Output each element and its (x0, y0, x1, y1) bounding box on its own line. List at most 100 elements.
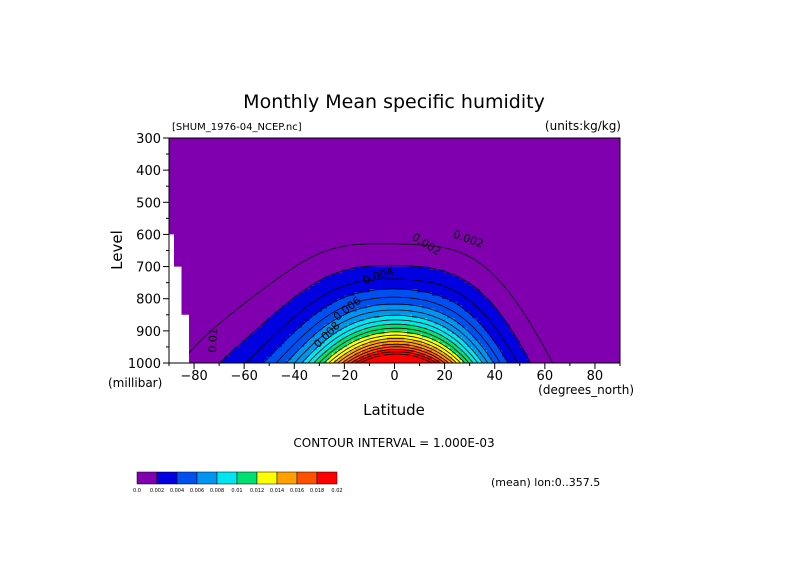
contour-band-cell (256, 202, 260, 207)
contour-band-cell (266, 205, 270, 210)
contour-band-cell (301, 279, 305, 284)
contour-band-cell (294, 166, 298, 171)
contour-band-cell (291, 228, 295, 232)
contour-band-cell (221, 308, 225, 313)
contour-band-cell (331, 160, 335, 165)
contour-band-cell (181, 150, 185, 155)
contour-band-cell (206, 343, 210, 348)
contour-band-cell (174, 170, 178, 174)
contour-band-cell (304, 176, 308, 181)
contour-band-cell (284, 337, 288, 342)
contour-band-cell (346, 138, 350, 142)
contour-band-cell (241, 141, 245, 146)
contour-band-cell (236, 176, 240, 181)
contour-band-cell (221, 195, 225, 200)
contour-band-cell (271, 147, 275, 152)
contour-band-cell (209, 318, 213, 322)
contour-band-cell (251, 356, 255, 361)
contour-band-cell (306, 292, 310, 297)
contour-band-cell (306, 327, 310, 332)
contour-band-cell (256, 228, 260, 232)
contour-band-cell (331, 337, 335, 342)
contour-band-cell (339, 138, 343, 142)
contour-band-cell (211, 263, 215, 268)
contour-band-cell (279, 337, 283, 342)
contour-band-cell (341, 327, 345, 332)
contour-band-cell (241, 247, 245, 252)
contour-band-cell (301, 202, 305, 207)
contour-band-cell (261, 340, 265, 345)
contour-band-cell (221, 192, 225, 197)
contour-band-cell (311, 350, 315, 354)
contour-band-cell (334, 186, 338, 191)
contour-band-cell (336, 282, 340, 287)
contour-band-cell (331, 289, 335, 293)
contour-band-cell (299, 208, 303, 213)
contour-band-cell (211, 314, 215, 319)
contour-band-cell (216, 298, 220, 303)
contour-band-cell (236, 305, 240, 309)
contour-band-cell (316, 215, 320, 219)
contour-band-cell (269, 318, 273, 322)
contour-band-cell (336, 253, 340, 258)
contour-band-cell (239, 192, 243, 197)
contour-band-cell (314, 221, 318, 226)
contour-band-cell (224, 343, 228, 348)
contour-band-cell (206, 308, 210, 313)
contour-band-cell (216, 195, 220, 200)
contour-band-cell (209, 250, 213, 255)
contour-band-cell (329, 356, 333, 361)
contour-band-cell (251, 183, 255, 187)
contour-band-cell (319, 330, 323, 335)
contour-band-cell (176, 179, 180, 184)
contour-band-cell (221, 356, 225, 361)
contour-band-cell (309, 144, 313, 149)
contour-band-cell (199, 273, 203, 277)
contour-band-cell (326, 305, 330, 309)
contour-band-cell (201, 218, 205, 223)
contour-band-cell (264, 138, 268, 142)
contour-band-cell (264, 228, 268, 232)
contour-band-cell (259, 231, 263, 236)
contour-band-cell (304, 211, 308, 216)
contour-band-cell (294, 343, 298, 348)
contour-band-cell (201, 253, 205, 258)
contour-band-cell (181, 247, 185, 252)
contour-band-cell (291, 292, 295, 297)
contour-band-cell (179, 154, 183, 158)
contour-band-cell (269, 138, 273, 142)
contour-band-cell (321, 311, 325, 316)
contour-band-cell (329, 176, 333, 181)
contour-band-cell (309, 318, 313, 322)
contour-band-cell (301, 237, 305, 242)
contour-band-cell (296, 138, 300, 142)
contour-band-cell (281, 205, 285, 210)
contour-band-cell (321, 269, 325, 274)
contour-band-cell (284, 138, 288, 142)
contour-band-cell (306, 208, 310, 213)
contour-band-cell (254, 154, 258, 158)
contour-band-cell (326, 157, 330, 162)
contour-band-cell (324, 353, 328, 358)
contour-band-cell (224, 221, 228, 226)
contour-band-cell (261, 353, 265, 358)
contour-band-cell (184, 247, 188, 252)
contour-band-cell (281, 170, 285, 174)
contour-band-cell (231, 314, 235, 319)
contour-band-cell (331, 282, 335, 287)
contour-band-cell (261, 147, 265, 152)
contour-band-cell (249, 150, 253, 155)
contour-band-cell (206, 311, 210, 316)
contour-band-cell (274, 173, 278, 178)
contour-band-cell (304, 334, 308, 338)
contour-band-cell (304, 160, 308, 165)
contour-band-cell (306, 282, 310, 287)
contour-band-cell (211, 202, 215, 207)
contour-band-cell (181, 202, 185, 207)
contour-band-cell (301, 231, 305, 236)
contour-band-cell (326, 211, 330, 216)
contour-band-cell (266, 163, 270, 168)
contour-band-cell (229, 359, 233, 363)
contour-band-cell (334, 263, 338, 268)
contour-band-cell (329, 324, 333, 329)
